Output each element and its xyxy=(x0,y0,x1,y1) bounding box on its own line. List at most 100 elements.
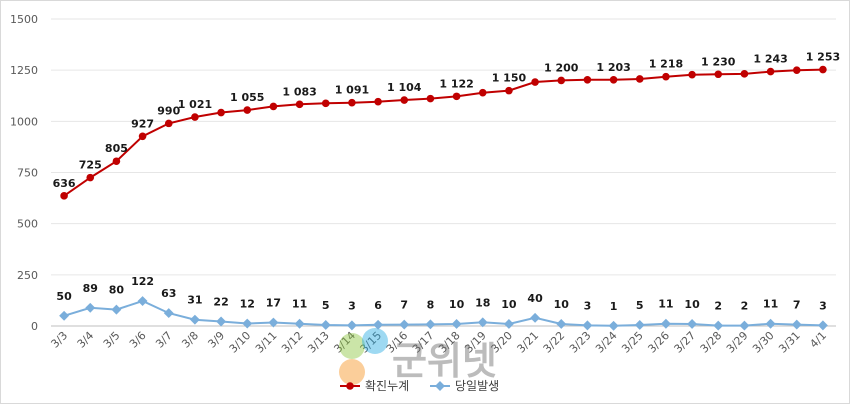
series-point xyxy=(59,310,70,321)
y-tick-label: 750 xyxy=(17,167,38,180)
watermark-leaf-green xyxy=(339,333,365,359)
data-label: 1 218 xyxy=(649,58,683,71)
series-point xyxy=(557,76,566,85)
data-label: 1 253 xyxy=(806,51,840,64)
data-label: 7 xyxy=(793,299,801,312)
series-point xyxy=(687,319,698,329)
x-tick-label: 3/23 xyxy=(567,329,594,356)
y-tick-label: 500 xyxy=(17,218,38,231)
data-label: 8 xyxy=(427,298,435,311)
data-label: 805 xyxy=(105,142,128,155)
x-tick-label: 3/25 xyxy=(619,329,646,356)
series-point xyxy=(60,192,68,200)
data-label: 11 xyxy=(658,298,673,311)
series-point xyxy=(503,319,514,329)
series-point xyxy=(477,317,488,328)
series-line xyxy=(63,299,823,327)
x-tick-label: 3/28 xyxy=(698,329,725,356)
series-point xyxy=(112,157,121,166)
data-label: 1 203 xyxy=(596,61,630,74)
series-point xyxy=(582,320,593,331)
data-label: 2 xyxy=(714,300,722,313)
data-label: 10 xyxy=(501,298,517,311)
data-label: 927 xyxy=(131,117,154,130)
series-line xyxy=(63,68,823,197)
series-point xyxy=(191,113,199,121)
series-point xyxy=(242,318,253,329)
x-tick-label: 3/12 xyxy=(279,329,306,356)
series-point xyxy=(688,70,696,79)
series-point xyxy=(531,78,539,86)
x-tick-label: 3/4 xyxy=(75,329,97,351)
series-point xyxy=(608,320,619,331)
series-point xyxy=(189,314,200,325)
series-point xyxy=(426,94,435,103)
series-point xyxy=(817,320,828,331)
x-tick-label: 3/10 xyxy=(227,329,254,356)
y-tick-label: 250 xyxy=(17,269,38,282)
data-label: 725 xyxy=(79,159,102,172)
series-point xyxy=(662,72,670,81)
x-tick-label: 4/1 xyxy=(807,329,829,351)
series-point xyxy=(451,319,462,329)
x-tick-label: 3/29 xyxy=(724,329,751,356)
series-point xyxy=(346,320,357,331)
legend-marker xyxy=(346,382,354,390)
series-point xyxy=(766,67,775,76)
series-lines xyxy=(59,65,828,331)
data-label: 3 xyxy=(584,299,592,312)
data-label: 3 xyxy=(348,299,356,312)
data-label: 1 055 xyxy=(230,91,264,104)
data-label: 18 xyxy=(475,296,490,309)
series-point xyxy=(634,320,645,330)
series-point xyxy=(85,302,96,313)
x-tick-label: 3/26 xyxy=(645,329,672,356)
series-point xyxy=(111,304,122,315)
gridlines xyxy=(51,18,836,327)
watermark-text: 군위넷 xyxy=(392,339,497,383)
series-point xyxy=(348,98,356,107)
series-point xyxy=(320,320,331,330)
series-point xyxy=(530,312,541,323)
series-point xyxy=(425,319,436,330)
series-point xyxy=(268,317,279,328)
series-point xyxy=(740,70,749,78)
x-tick-label: 3/9 xyxy=(205,329,227,351)
data-label: 1 243 xyxy=(753,53,787,66)
series-point xyxy=(609,75,618,84)
data-label: 1 150 xyxy=(492,72,527,85)
x-tick-label: 3/13 xyxy=(305,329,332,356)
x-tick-label: 3/8 xyxy=(179,329,201,351)
data-label: 1 122 xyxy=(439,77,473,90)
x-tick-label: 3/3 xyxy=(48,329,70,351)
series-point xyxy=(295,100,304,109)
data-label: 2 xyxy=(741,300,749,313)
series-point xyxy=(399,319,410,330)
data-label: 1 104 xyxy=(387,81,422,94)
series-point xyxy=(635,75,644,83)
series-point xyxy=(765,318,776,329)
watermark-logo: 군위넷 xyxy=(339,328,497,385)
x-tick-label: 3/21 xyxy=(515,329,542,356)
x-tick-label: 3/7 xyxy=(153,329,175,351)
x-tick-label: 3/24 xyxy=(593,329,620,356)
series-point xyxy=(660,318,671,329)
watermark-leaf-orange xyxy=(339,359,365,385)
series-point xyxy=(216,316,227,327)
y-tick-label: 1250 xyxy=(10,64,38,77)
series-point xyxy=(792,66,801,74)
data-label: 7 xyxy=(400,299,408,312)
x-tick-label: 3/22 xyxy=(541,329,568,356)
y-tick-label: 1000 xyxy=(10,115,38,128)
series-point xyxy=(269,102,278,111)
series-point xyxy=(243,106,252,114)
legend: 확진누계 당일발생 xyxy=(340,379,499,393)
y-tick-label: 0 xyxy=(31,320,38,333)
series-point xyxy=(400,96,409,104)
x-tick-label: 3/6 xyxy=(127,329,149,351)
data-label: 10 xyxy=(449,298,465,311)
data-label: 89 xyxy=(83,282,98,295)
series-point xyxy=(138,132,147,141)
series-point xyxy=(321,99,330,108)
